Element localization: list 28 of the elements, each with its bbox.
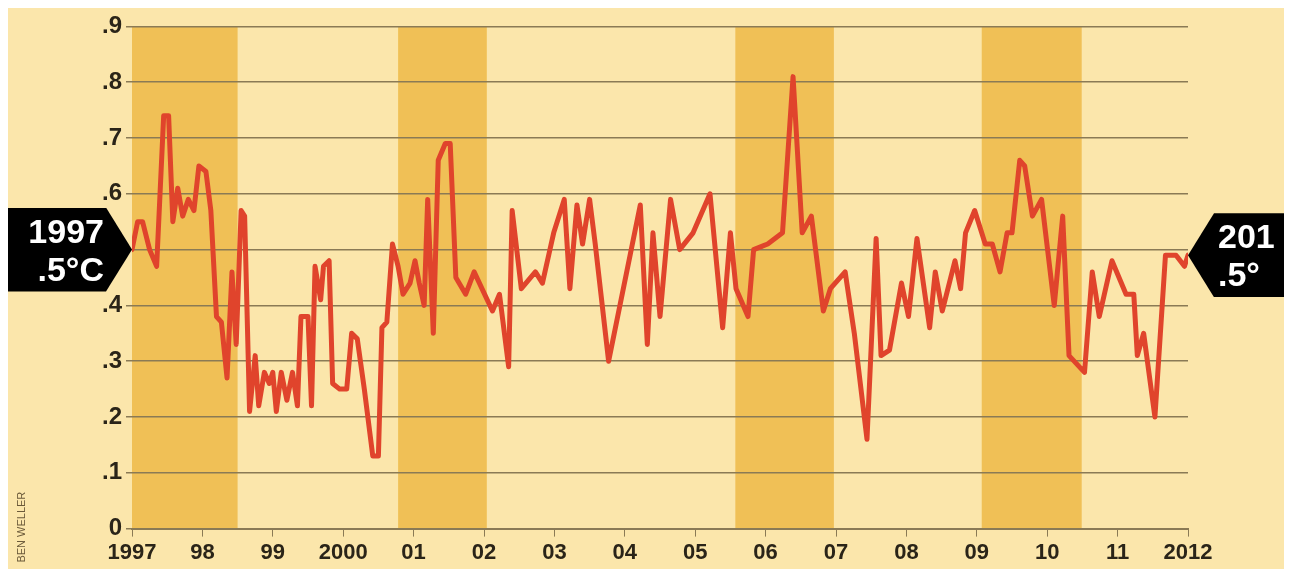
x-tick-label: 11 [1105, 538, 1130, 564]
x-tick-label: 98 [190, 538, 215, 564]
annotation: 1997 .5°C [28, 211, 104, 288]
x-tick-label: 04 [612, 538, 638, 564]
x-tick-label: 01 [401, 538, 426, 564]
y-tick-label: .3 [101, 345, 122, 373]
y-tick-label: .9 [101, 11, 122, 39]
x-tick-label: 07 [823, 538, 849, 564]
x-tick-label: 2000 [318, 538, 368, 564]
x-tick-label: 06 [753, 538, 778, 564]
x-tick-label: 1997 [107, 538, 157, 564]
x-tick-label: 03 [542, 538, 567, 564]
x-tick-label: 08 [894, 538, 919, 564]
x-tick-label: 10 [1034, 538, 1060, 564]
y-tick-label: .1 [101, 457, 122, 485]
text: BEN WELLER [15, 491, 28, 563]
y-tick-label: .4 [101, 290, 123, 318]
x-tick-label: 02 [471, 538, 497, 564]
y-tick-label: .2 [101, 401, 122, 429]
y-tick-label: .6 [101, 178, 122, 206]
x-tick-label: 05 [682, 538, 708, 564]
x-tick-label: 99 [260, 538, 286, 564]
y-tick-label: .8 [101, 66, 122, 94]
y-tick-label: 0 [108, 513, 122, 541]
x-tick-label: 2012 [1163, 538, 1213, 564]
y-tick-label: .7 [101, 122, 122, 150]
annotation: 201 .5° [1218, 217, 1275, 294]
x-tick-label: 09 [964, 538, 990, 564]
